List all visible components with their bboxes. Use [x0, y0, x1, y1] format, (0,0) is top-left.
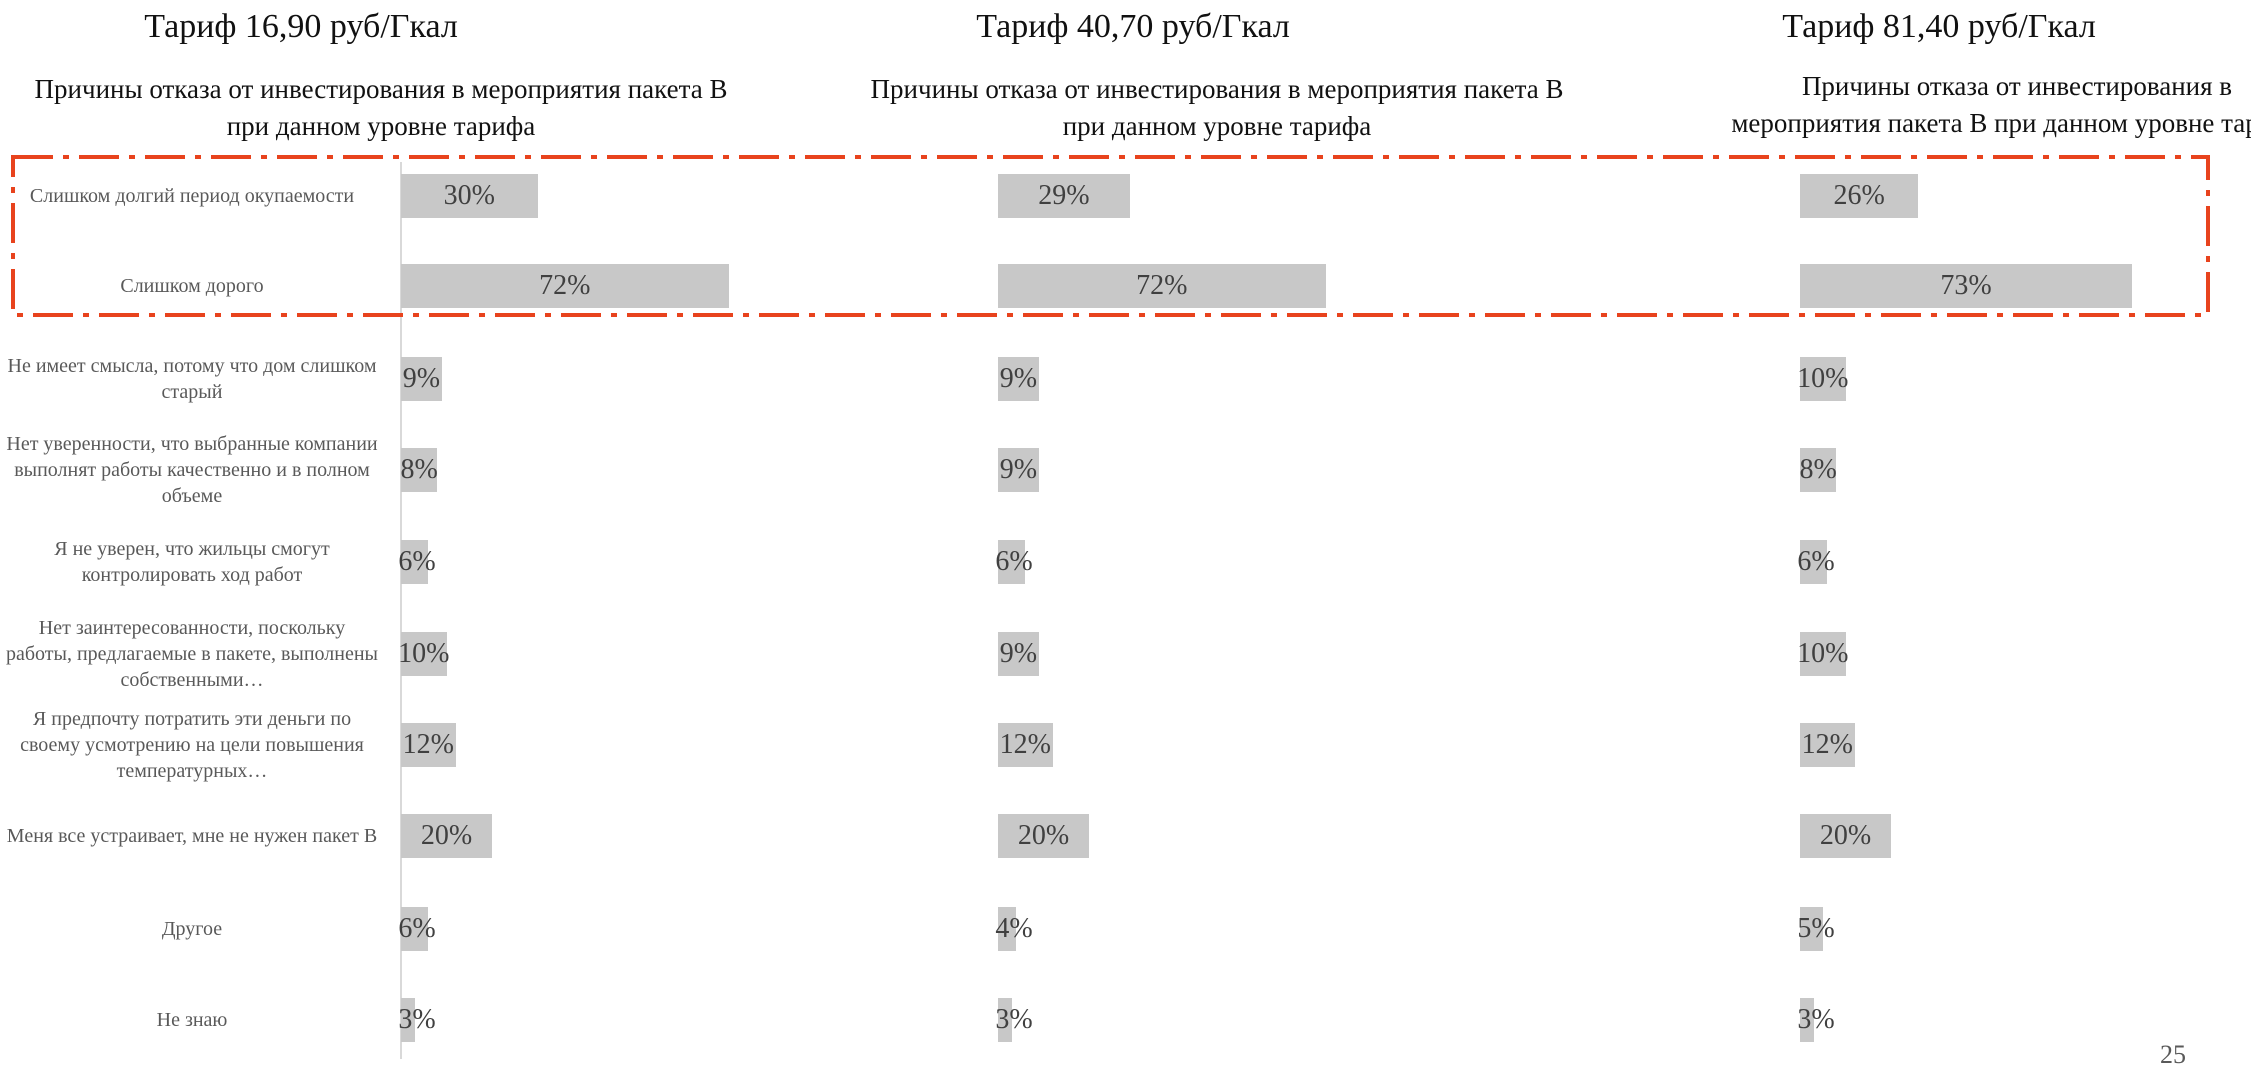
category-label: Не знаю — [156, 1009, 228, 1031]
bar-value-label: 8% — [1799, 454, 1837, 485]
bar — [401, 998, 415, 1042]
category-label: Нет заинтересованности, поскольку работы… — [5, 617, 378, 691]
bar-value-label: 12% — [1801, 729, 1853, 760]
bar-value-label: 10% — [1797, 363, 1849, 394]
chart-2-title: Тариф 40,70 руб/Гкал — [976, 8, 1290, 45]
bar-value-label: 30% — [443, 180, 495, 211]
bar-value-label: 73% — [1940, 270, 1992, 301]
category-label: Нет уверенности, что выбранные компании … — [6, 433, 378, 507]
bar-value-label: 9% — [999, 454, 1038, 485]
bar — [1800, 357, 1846, 401]
bar-value-label: 12% — [999, 729, 1051, 760]
bar — [401, 448, 438, 492]
bar — [998, 907, 1017, 951]
category-label: Меня все устраивает, мне не нужен пакет … — [6, 825, 378, 847]
bar-value-label: 5% — [1797, 913, 1835, 944]
chart-2-subtitle: Причины отказа от инвестирования в мероп… — [870, 74, 1564, 141]
bar — [998, 540, 1026, 584]
bar-value-label: 20% — [1017, 820, 1070, 851]
bar — [401, 907, 429, 951]
bar-value-label: 20% — [420, 820, 473, 851]
bar — [998, 723, 1053, 767]
chart-1-title: Тариф 16,90 руб/Гкал — [144, 8, 458, 45]
bar — [401, 723, 456, 767]
bar — [998, 814, 1089, 858]
bar-value-label: 29% — [1038, 180, 1090, 211]
category-label: Другое — [161, 918, 223, 940]
bar-value-label: 26% — [1833, 180, 1885, 211]
bar — [401, 814, 492, 858]
bar-value-label: 10% — [1797, 638, 1849, 669]
bar-value-label: 3% — [1797, 1004, 1835, 1035]
bar-value-label: 6% — [398, 913, 436, 944]
bar — [1800, 448, 1837, 492]
category-label: Слишком дорого — [120, 275, 264, 297]
bar — [998, 632, 1039, 676]
bar-value-label: 6% — [995, 546, 1033, 577]
bar-value-label: 4% — [995, 913, 1033, 944]
chart-3-subtitle: Причины отказа от инвестирования в мероп… — [1731, 71, 2251, 138]
category-axis-line — [400, 162, 402, 1059]
bar-value-label: 72% — [1136, 270, 1188, 301]
bar-value-label: 6% — [398, 546, 436, 577]
category-label: Я не уверен, что жильцы смогут контролир… — [54, 538, 330, 586]
bar-value-label: 9% — [402, 363, 441, 394]
chart-3-title: Тариф 81,40 руб/Гкал — [1782, 8, 2096, 45]
page-number: 25 — [2160, 1040, 2186, 1069]
bar — [401, 357, 442, 401]
bar-value-label: 3% — [398, 1004, 436, 1035]
bar — [1800, 540, 1828, 584]
category-label: Не имеет смысла, потому что дом слишком … — [7, 355, 377, 403]
bar — [1800, 998, 1814, 1042]
bar — [401, 632, 447, 676]
bar-value-label: 6% — [1797, 546, 1835, 577]
bar — [401, 540, 429, 584]
bar — [998, 357, 1039, 401]
bar — [998, 998, 1012, 1042]
bar-value-label: 3% — [995, 1004, 1033, 1035]
bar-value-label: 20% — [1819, 820, 1872, 851]
bar — [1800, 723, 1855, 767]
bar-value-label: 9% — [999, 363, 1038, 394]
chart-1-subtitle: Причины отказа от инвестирования в мероп… — [34, 74, 728, 141]
bar-value-label: 72% — [539, 270, 591, 301]
bar — [1800, 814, 1891, 858]
bar — [998, 448, 1039, 492]
bar — [1800, 632, 1846, 676]
category-label: Слишком долгий период окупаемости — [29, 185, 355, 207]
bar-value-label: 10% — [398, 638, 450, 669]
bar — [1800, 907, 1823, 951]
bar-value-label: 12% — [402, 729, 454, 760]
bar-value-label: 8% — [400, 454, 438, 485]
bar-value-label: 9% — [999, 638, 1038, 669]
category-label: Я предпочту потратить эти деньги по свое… — [20, 708, 364, 782]
